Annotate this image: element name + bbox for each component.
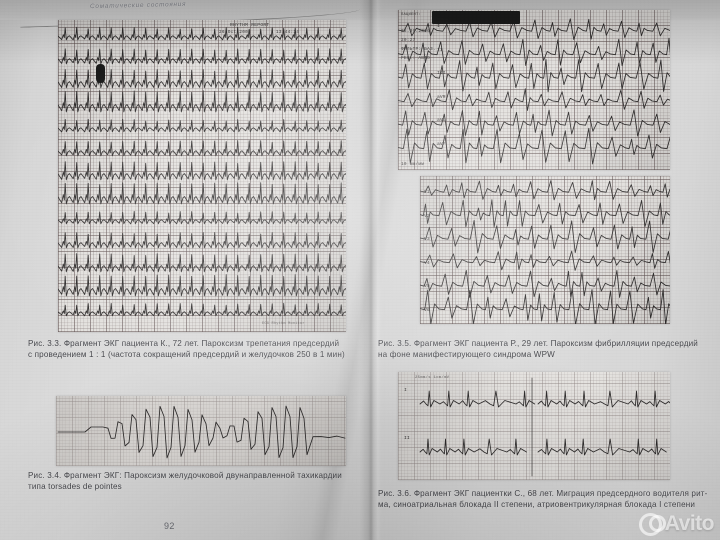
ecg-mode: РЕЖ.: АВТО xyxy=(401,56,430,61)
lead-label-v3: V3 xyxy=(424,237,430,242)
ecg-date: 28.09.2006 xyxy=(401,29,430,34)
ecg-traces-3-6 xyxy=(419,377,670,477)
lead-label-i: I xyxy=(404,388,407,393)
redaction-mark xyxy=(432,11,520,24)
figure-3-5-caption: Рис. 3.5. Фрагмент ЭКГ пациента Р., 29 л… xyxy=(378,339,704,360)
redaction-mark xyxy=(96,64,105,83)
lead-label-v5: V5 xyxy=(424,284,430,289)
lead-label-avl: aVL xyxy=(437,118,446,123)
ecg-traces-3-5-upper xyxy=(398,18,670,165)
ecg-filter: ФИЛЬТР: БАЗ. xyxy=(401,47,436,52)
rhythm-report-footer: ECG Rhythm Monitor xyxy=(262,322,305,326)
caption-line: Рис. 3.6. Фрагмент ЭКГ пациентки С., 68 … xyxy=(378,489,708,498)
lead-label-iii: III xyxy=(437,71,446,76)
figure-3-5-ecg-lower xyxy=(420,176,670,324)
figure-3-4-caption: Рис. 3.4. Фрагмент ЭКГ: Пароксизм желудо… xyxy=(28,471,346,492)
ecg-traces-3-3 xyxy=(58,26,346,317)
lead-label-avr: aVR xyxy=(437,94,446,100)
ecg-scale-header: 25mm/s 1cm/mV xyxy=(415,376,450,380)
patient-label: ПАЦИЕНТ: xyxy=(401,13,422,17)
lead-label-i: I xyxy=(437,24,440,29)
ecg-traces-3-5-lower xyxy=(420,180,670,324)
ecg-speed: 10 мм/мм xyxy=(401,162,425,167)
caption-line: на фоне манифестирующего синдрома WPW xyxy=(378,349,555,359)
page-gutter xyxy=(360,0,382,540)
lead-label-v2: V2 xyxy=(424,213,430,219)
ecg-traces-3-4 xyxy=(57,405,346,459)
figure-3-6-caption: Рис. 3.6. Фрагмент ЭКГ пациентки С., 68 … xyxy=(378,489,708,510)
rhythm-report-date: 26-Oct-2008 xyxy=(219,30,251,35)
caption-line: ма, синоатриальная блокада II степени, а… xyxy=(378,499,696,509)
caption-line: Рис. 3.3. Фрагмент ЭКГ пациента К., 72 л… xyxy=(28,339,340,348)
caption-line: типа torsades de pointes xyxy=(28,481,122,491)
ecg-time: 20:27 xyxy=(401,38,416,43)
rhythm-report-title: RHYTHM REPORT xyxy=(230,23,270,28)
caption-line: Рис. 3.4. Фрагмент ЭКГ: Пароксизм желудо… xyxy=(28,471,342,480)
figure-3-3-caption: Рис. 3.3. Фрагмент ЭКГ пациента К., 72 л… xyxy=(28,339,346,360)
lead-label-ii: II xyxy=(404,436,410,441)
page-number: 92 xyxy=(164,521,175,531)
caption-line: Рис. 3.5. Фрагмент ЭКГ пациента Р., 29 л… xyxy=(378,339,698,348)
avito-logo-icon xyxy=(638,512,666,536)
lead-label-v4: V4 xyxy=(424,260,430,266)
lead-label-avf: aVF xyxy=(437,141,446,147)
lead-label-ii: II xyxy=(437,47,443,53)
caption-line: с проведением 1 : 1 (частота сокращений … xyxy=(28,349,345,359)
avito-watermark-label: Avito xyxy=(664,512,715,535)
figure-3-4-ecg-image xyxy=(56,396,346,466)
lead-label-v1: V1 xyxy=(424,190,430,195)
figure-3-6-ecg-image xyxy=(398,372,670,480)
avito-watermark: Avito xyxy=(638,512,715,536)
rhythm-report-time: 13:44:34 xyxy=(276,30,300,35)
lead-label-v6: V6 xyxy=(424,307,430,313)
